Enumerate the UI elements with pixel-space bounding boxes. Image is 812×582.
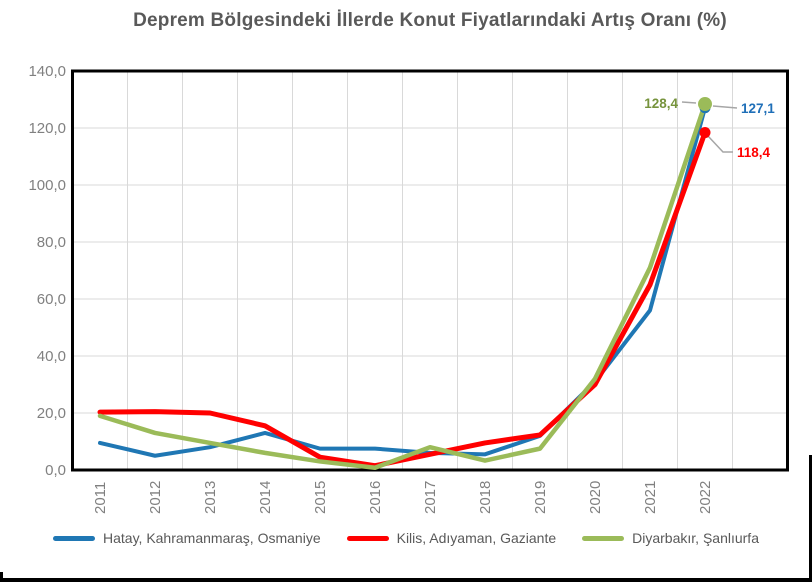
legend-label: Hatay, Kahramanmaraş, Osmaniye xyxy=(103,530,321,546)
data-label-leader-line xyxy=(712,105,738,109)
x-tick-label: 2015 xyxy=(312,481,329,514)
legend-swatch-blue-line xyxy=(53,535,95,541)
y-tick-label: 20,0 xyxy=(37,405,66,422)
y-tick-label: 80,0 xyxy=(37,234,66,251)
chart-title: Deprem Bölgesindeki İllerde Konut Fiyatl… xyxy=(133,10,727,31)
series-end-marker xyxy=(698,97,712,112)
x-tick-label: 2012 xyxy=(147,481,164,514)
x-tick-label: 2021 xyxy=(642,481,659,514)
series-end-data-label: 118,4 xyxy=(737,145,771,160)
outer-border-right xyxy=(809,455,812,582)
y-tick-label: 40,0 xyxy=(37,348,66,365)
x-tick-label: 2016 xyxy=(367,481,384,514)
series-line xyxy=(97,101,708,470)
y-tick-label: 120,0 xyxy=(28,120,66,137)
legend-swatch-green-line xyxy=(582,535,625,541)
data-label-leader-line xyxy=(707,135,733,153)
x-tick-label: 2022 xyxy=(697,481,714,514)
data-label-leader-line xyxy=(681,101,697,104)
y-tick-label: 60,0 xyxy=(37,291,66,308)
x-tick-label: 2013 xyxy=(202,481,219,514)
legend-label: Kilis, Adıyaman, Gaziante xyxy=(396,530,557,546)
series-end-data-label: 127,1 xyxy=(741,101,775,116)
legend-label: Diyarbakır, Şanlıurfa xyxy=(632,530,759,546)
plot-border xyxy=(71,69,789,472)
x-tick-label: 2019 xyxy=(532,481,549,514)
x-tick-label: 2011 xyxy=(92,482,109,514)
legend-swatch-red-line xyxy=(346,535,389,541)
x-tick-label: 2014 xyxy=(257,481,274,514)
legend-item-diyarbakir-sanliurfa: Diyarbakır, Şanlıurfa xyxy=(582,530,759,546)
y-tick-label: 140,0 xyxy=(28,63,66,80)
y-tick-label: 100,0 xyxy=(28,177,66,194)
y-tick-label: 0,0 xyxy=(45,462,66,479)
outer-border-left-stub xyxy=(0,572,3,582)
series-line xyxy=(97,130,708,469)
legend-item-hatay-kahramanmaras-osmaniye: Hatay, Kahramanmaraş, Osmaniye xyxy=(53,530,321,546)
series-end-marker xyxy=(699,127,711,139)
legend-item-kilis-adiyaman-gaziante: Kilis, Adıyaman, Gaziante xyxy=(346,530,557,546)
x-tick-label: 2017 xyxy=(422,481,439,514)
outer-border-bottom xyxy=(0,578,812,582)
series-end-data-label: 128,4 xyxy=(644,96,678,111)
legend: Hatay, Kahramanmaraş, Osmaniye Kilis, Ad… xyxy=(0,530,812,546)
x-tick-label: 2018 xyxy=(477,481,494,514)
x-tick-label: 2020 xyxy=(587,481,604,514)
